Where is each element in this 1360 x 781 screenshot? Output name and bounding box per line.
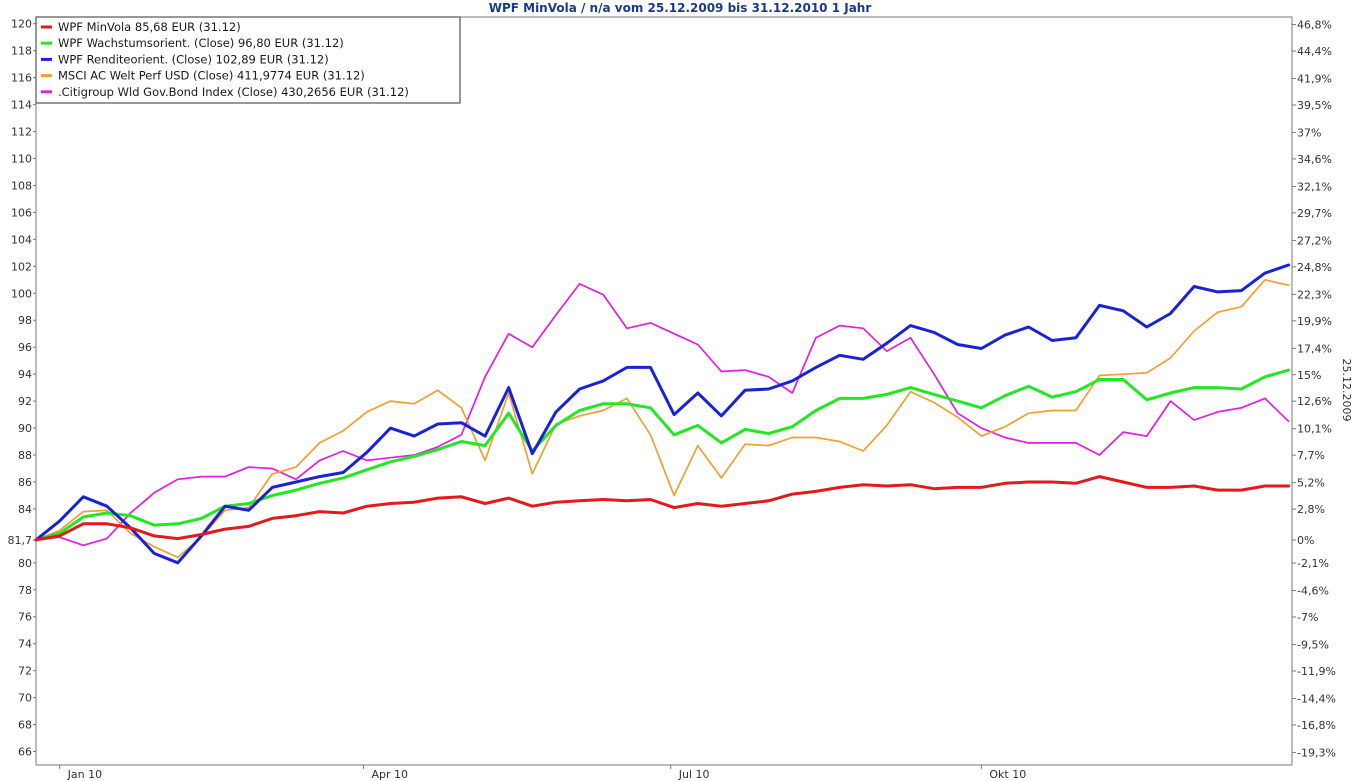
plot-frame bbox=[35, 16, 1293, 766]
chart-title: WPF MinVola / n/a vom 25.12.2009 bis 31.… bbox=[488, 1, 872, 15]
y-tick-label-left: 106 bbox=[11, 206, 32, 219]
y-tick-label-left: 86 bbox=[18, 476, 32, 489]
y-tick-label-left: 90 bbox=[18, 422, 32, 435]
y-tick-label-right: 17,4% bbox=[1297, 342, 1332, 355]
y-tick-label-left: 96 bbox=[18, 341, 32, 354]
y-tick-label-left: 94 bbox=[18, 368, 32, 381]
y-tick-label-right: 39,5% bbox=[1297, 99, 1332, 112]
y-tick-label-right: -2,1% bbox=[1297, 557, 1329, 570]
legend-entry: .Citigroup Wld Gov.Bond Index (Close) 43… bbox=[58, 85, 409, 99]
legend-entry: WPF Wachstumsorient. (Close) 96,80 EUR (… bbox=[58, 36, 344, 50]
y-tick-label-right: -16,8% bbox=[1297, 719, 1336, 732]
y-tick-label-right: 10,1% bbox=[1297, 423, 1332, 436]
y-tick-label-right: 5,2% bbox=[1297, 477, 1325, 490]
y-tick-label-left: 66 bbox=[18, 746, 32, 759]
y-tick-label-left: 68 bbox=[18, 719, 32, 732]
legend-entry: MSCI AC Welt Perf USD (Close) 411,9774 E… bbox=[58, 69, 365, 83]
y-tick-label-right: 24,8% bbox=[1297, 261, 1332, 274]
legend-entry: WPF Renditeorient. (Close) 102,89 EUR (3… bbox=[58, 52, 329, 66]
axes: 66 68 70 72 74 76 78 80 81,7 84 86 88 90 92 94 96 98 100 1… bbox=[8, 16, 1336, 781]
y-tick-label-right: -14,4% bbox=[1297, 692, 1336, 705]
y-tick-label-left: 118 bbox=[11, 45, 32, 58]
y-tick-label-left: 102 bbox=[11, 260, 32, 273]
y-tick-label-right: 15% bbox=[1297, 369, 1321, 382]
base-date-label: 25.12.2009 bbox=[1340, 359, 1353, 422]
y-tick-label-left: 88 bbox=[18, 449, 32, 462]
x-tick-label: Apr 10 bbox=[372, 768, 409, 781]
y-tick-label-left: 108 bbox=[11, 179, 32, 192]
y-tick-label-right: -4,6% bbox=[1297, 585, 1329, 598]
series-line bbox=[34, 263, 1291, 565]
y-tick-label-right: 41,9% bbox=[1297, 73, 1332, 86]
y-tick-label-right: 29,7% bbox=[1297, 207, 1332, 220]
y-tick-label-left: 81,7 bbox=[8, 534, 33, 547]
y-tick-label-left: 72 bbox=[18, 665, 32, 678]
y-tick-label-right: 19,9% bbox=[1297, 315, 1332, 328]
y-tick-label-right: 34,6% bbox=[1297, 153, 1332, 166]
y-tick-label-right: -9,5% bbox=[1297, 639, 1329, 652]
series-line bbox=[34, 368, 1291, 542]
y-tick-label-left: 114 bbox=[11, 99, 32, 112]
y-tick-label-left: 76 bbox=[18, 611, 32, 624]
y-tick-label-left: 74 bbox=[18, 638, 32, 651]
series-line bbox=[34, 475, 1291, 542]
y-tick-label-left: 98 bbox=[18, 314, 32, 327]
legend: WPF MinVola 85,68 EUR (31.12) WPF Wachstu… bbox=[35, 16, 461, 104]
y-tick-label-right: -19,3% bbox=[1297, 746, 1336, 759]
y-tick-label-right: 37% bbox=[1297, 127, 1321, 140]
y-tick-label-right: 2,8% bbox=[1297, 503, 1325, 516]
legend-box bbox=[35, 16, 461, 104]
y-tick-label-left: 104 bbox=[11, 233, 32, 246]
y-tick-label-left: 110 bbox=[11, 153, 32, 166]
y-tick-label-right: -7% bbox=[1297, 611, 1318, 624]
y-tick-label-right: 12,6% bbox=[1297, 395, 1332, 408]
y-tick-label-left: 120 bbox=[11, 18, 32, 31]
x-tick-label: Okt 10 bbox=[989, 768, 1026, 781]
legend-entry: WPF MinVola 85,68 EUR (31.12) bbox=[58, 20, 241, 34]
series-lines bbox=[34, 263, 1291, 565]
y-tick-label-right: 27,2% bbox=[1297, 234, 1332, 247]
series-line bbox=[35, 283, 1290, 547]
y-tick-label-right: 7,7% bbox=[1297, 449, 1325, 462]
x-tick-label: Jul 10 bbox=[678, 768, 710, 781]
y-tick-label-left: 92 bbox=[18, 395, 32, 408]
series-line bbox=[35, 278, 1290, 559]
y-tick-label-right: 22,3% bbox=[1297, 288, 1332, 301]
y-tick-label-left: 70 bbox=[18, 692, 32, 705]
y-tick-label-left: 116 bbox=[11, 72, 32, 85]
y-tick-label-right: -11,9% bbox=[1297, 665, 1336, 678]
y-tick-label-right: 0% bbox=[1297, 534, 1314, 547]
y-tick-label-right: 46,8% bbox=[1297, 19, 1332, 32]
y-tick-label-left: 100 bbox=[11, 287, 32, 300]
y-tick-label-left: 78 bbox=[18, 584, 32, 597]
y-tick-label-left: 80 bbox=[18, 557, 32, 570]
y-tick-label-left: 112 bbox=[11, 126, 32, 139]
y-tick-label-left: 84 bbox=[18, 503, 32, 516]
y-tick-label-right: 32,1% bbox=[1297, 180, 1332, 193]
y-tick-label-right: 44,4% bbox=[1297, 45, 1332, 58]
x-tick-label: Jan 10 bbox=[67, 768, 102, 781]
